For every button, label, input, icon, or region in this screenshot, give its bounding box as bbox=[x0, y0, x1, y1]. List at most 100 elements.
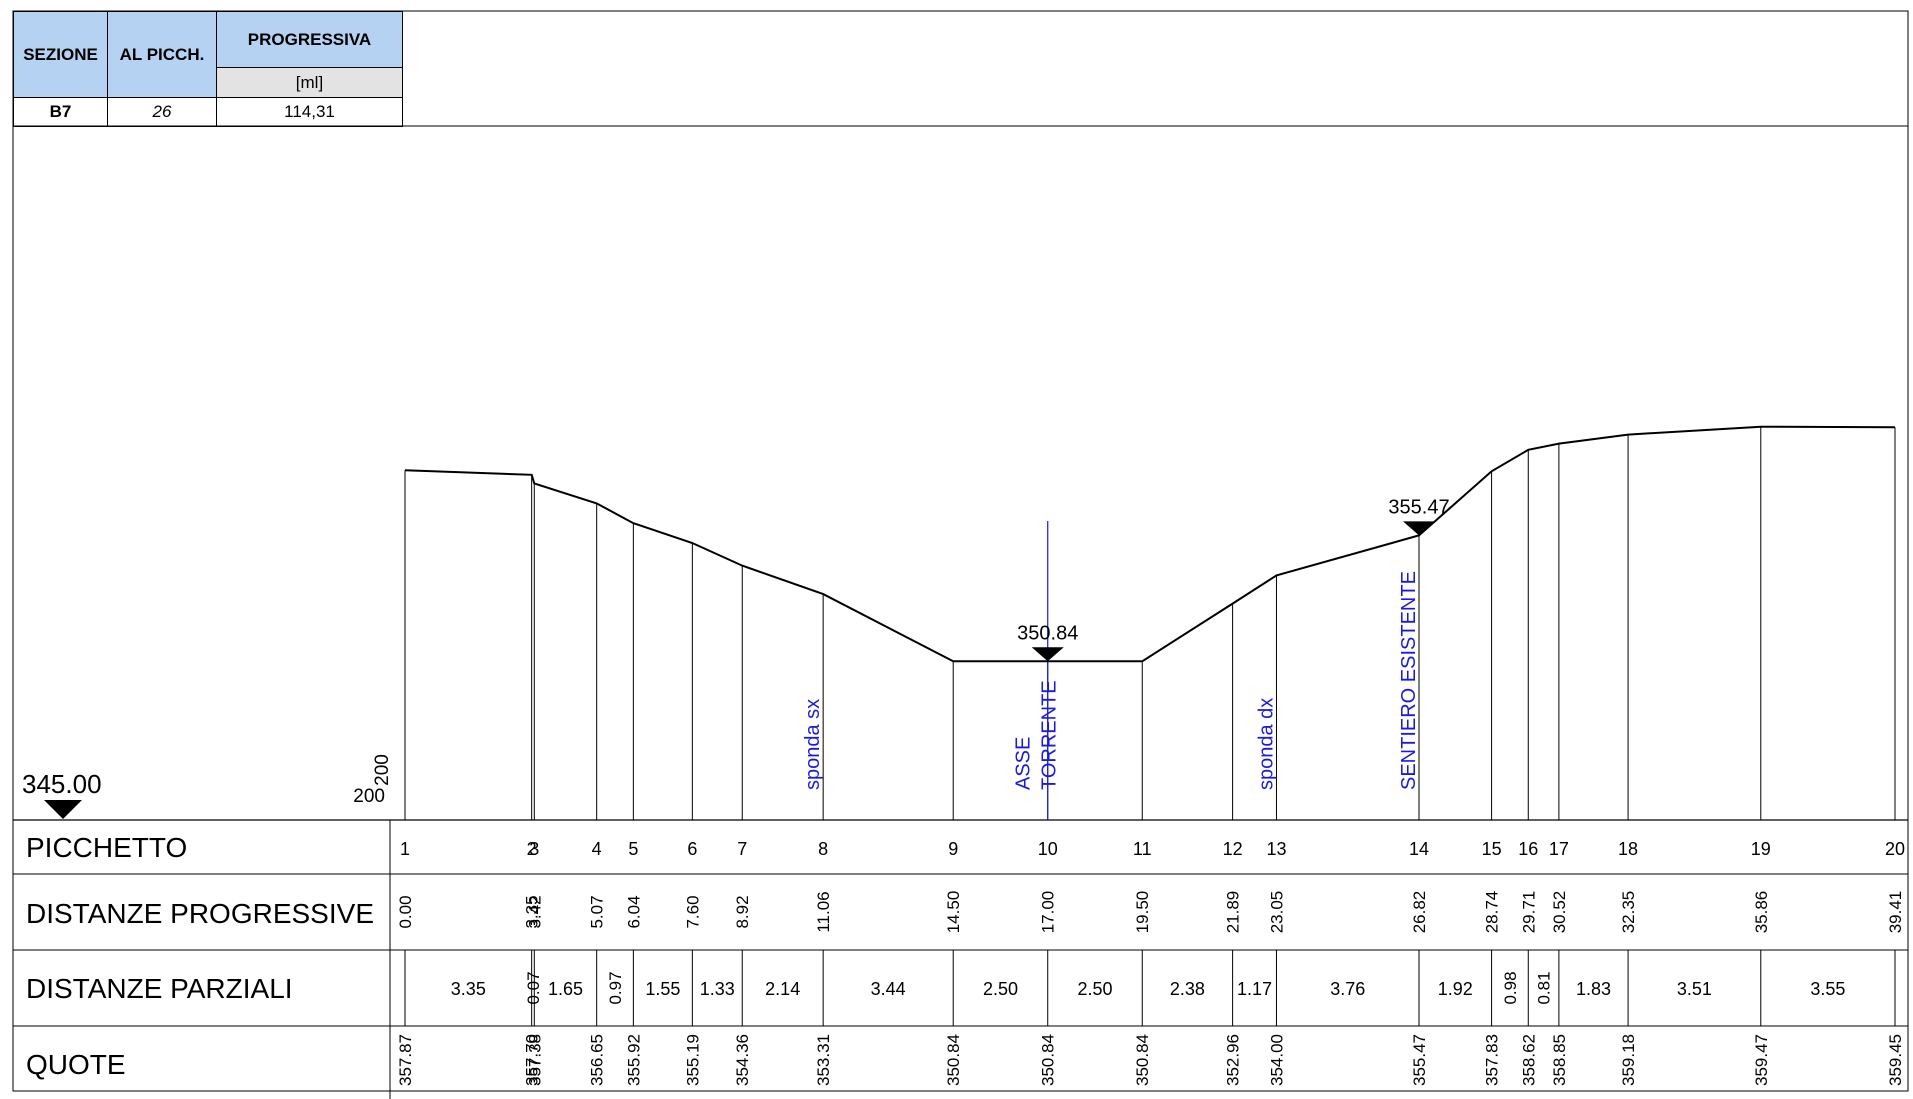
progressive-distance: 23.05 bbox=[1267, 891, 1286, 934]
partial-distance: 1.17 bbox=[1237, 979, 1272, 999]
progressiva-value: 114,31 bbox=[216, 97, 403, 127]
partial-distance: 1.65 bbox=[548, 979, 583, 999]
partial-distance: 1.83 bbox=[1576, 979, 1611, 999]
drawing-frame bbox=[12, 10, 1909, 1092]
progressive-distance: 30.52 bbox=[1550, 891, 1569, 934]
progressiva-unit: [ml] bbox=[216, 67, 403, 98]
partial-distance: 1.55 bbox=[645, 979, 680, 999]
partial-distance: 3.51 bbox=[1677, 979, 1712, 999]
row-label-quote: QUOTE bbox=[26, 1049, 126, 1080]
station-id: 8 bbox=[818, 839, 828, 859]
datum-marker-icon bbox=[44, 800, 82, 819]
quota-value: 354.36 bbox=[733, 1034, 752, 1086]
scale-vertical: 200 bbox=[353, 786, 385, 807]
progressive-distance: 11.06 bbox=[814, 891, 833, 932]
station-id: 16 bbox=[1518, 839, 1538, 859]
quota-value: 352.96 bbox=[1224, 1034, 1243, 1086]
station-id: 14 bbox=[1409, 839, 1429, 859]
station-id: 11 bbox=[1133, 839, 1152, 859]
quota-value: 357.70 bbox=[523, 1034, 542, 1086]
station-id: 7 bbox=[737, 839, 747, 859]
row-label-progressive: DISTANZE PROGRESSIVE bbox=[26, 898, 374, 929]
partial-distance: 1.92 bbox=[1438, 979, 1473, 999]
station-id: 17 bbox=[1549, 839, 1569, 859]
station-table-layer: 1 0.00 357.87 2 3.35 357.70 3 3.42 357.38 4 5.07 35… bbox=[396, 839, 1905, 1086]
quota-value: 359.45 bbox=[1886, 1034, 1905, 1086]
quota-value: 358.85 bbox=[1550, 1034, 1569, 1086]
progressive-distance: 26.82 bbox=[1410, 891, 1429, 934]
annotation-label: sponda sx bbox=[802, 699, 824, 790]
station-id: 6 bbox=[687, 839, 697, 859]
quota-value: 357.83 bbox=[1483, 1034, 1502, 1086]
progressive-distance: 3.42 bbox=[525, 895, 544, 928]
partial-distance: 2.50 bbox=[1077, 979, 1112, 999]
station-id: 19 bbox=[1751, 839, 1771, 859]
partial-distance: 0.98 bbox=[1501, 971, 1520, 1004]
level-marker-icon bbox=[1403, 521, 1436, 536]
partial-distance: 0.97 bbox=[606, 971, 625, 1004]
quota-value: 354.00 bbox=[1267, 1034, 1286, 1086]
progressive-distance: 32.35 bbox=[1619, 891, 1638, 934]
quota-value: 350.84 bbox=[944, 1034, 963, 1086]
progressive-distance: 6.04 bbox=[624, 895, 643, 928]
row-label-parziali: DISTANZE PARZIALI bbox=[26, 973, 293, 1004]
col-sezione-header: SEZIONE bbox=[13, 11, 108, 98]
station-id: 18 bbox=[1618, 839, 1638, 859]
station-id: 4 bbox=[592, 839, 602, 859]
datum-label: 345.00 bbox=[22, 769, 102, 799]
station-id: 15 bbox=[1482, 839, 1502, 859]
progressive-distance: 8.92 bbox=[733, 895, 752, 928]
progressive-distance: 17.00 bbox=[1039, 891, 1058, 934]
partial-distance: 1.33 bbox=[700, 979, 735, 999]
partial-distance: 0.07 bbox=[524, 971, 543, 1004]
partial-distance: 2.38 bbox=[1170, 979, 1205, 999]
station-id: 10 bbox=[1038, 839, 1058, 859]
annotation-label: sponda dx bbox=[1255, 698, 1277, 790]
station-id: 2 bbox=[527, 839, 537, 859]
quota-value: 350.84 bbox=[1133, 1034, 1152, 1086]
quota-value: 358.62 bbox=[1519, 1034, 1538, 1086]
sezione-value: B7 bbox=[13, 97, 108, 127]
progressive-distance: 0.00 bbox=[396, 895, 415, 928]
progressive-distance: 14.50 bbox=[944, 891, 963, 934]
quota-value: 357.87 bbox=[396, 1034, 415, 1086]
annotation-label: ASSE bbox=[1013, 737, 1035, 790]
progressive-distance: 7.60 bbox=[683, 895, 702, 928]
scale-horizontal: 200 bbox=[372, 754, 393, 786]
progressive-distance: 28.74 bbox=[1483, 891, 1502, 934]
quota-value: 353.31 bbox=[814, 1034, 833, 1086]
al-picch-value: 26 bbox=[107, 97, 217, 127]
quota-value: 357.38 bbox=[525, 1034, 544, 1086]
level-marker-label: 355.47 bbox=[1388, 496, 1449, 518]
progressive-distance: 21.89 bbox=[1224, 891, 1243, 934]
row-label-picchetto: PICCHETTO bbox=[26, 832, 187, 863]
progressive-distance: 3.35 bbox=[523, 895, 542, 928]
quota-value: 350.84 bbox=[1039, 1034, 1058, 1086]
terrain-profile-layer bbox=[404, 425, 1896, 663]
progressive-distance: 29.71 bbox=[1519, 891, 1538, 934]
progressive-distance: 39.41 bbox=[1886, 891, 1905, 934]
quota-value: 355.92 bbox=[624, 1034, 643, 1086]
station-id: 9 bbox=[948, 839, 958, 859]
annotation-layer: sponda sx ASSE TORRENTE sponda dx SENTIERO E… bbox=[802, 521, 1420, 820]
station-id: 12 bbox=[1223, 839, 1243, 859]
station-id: 1 bbox=[400, 839, 410, 859]
quota-value: 355.47 bbox=[1410, 1034, 1429, 1086]
level-marker-label: 350.84 bbox=[1017, 622, 1078, 644]
station-id: 20 bbox=[1885, 839, 1905, 859]
annotation-label: TORRENTE bbox=[1039, 680, 1061, 790]
progressive-distance: 5.07 bbox=[588, 895, 607, 928]
partial-distance: 0.81 bbox=[1535, 971, 1554, 1004]
partial-distance: 3.76 bbox=[1330, 979, 1365, 999]
annotation-label: SENTIERO ESISTENTE bbox=[1398, 571, 1420, 790]
partial-distance: 3.55 bbox=[1810, 979, 1845, 999]
progressive-distance: 35.86 bbox=[1752, 891, 1771, 934]
station-id: 13 bbox=[1266, 839, 1286, 859]
terrain-profile-line bbox=[404, 425, 1896, 663]
level-marker-layer: 350.84 355.47 bbox=[1017, 496, 1450, 662]
quota-value: 359.47 bbox=[1752, 1034, 1771, 1086]
station-verticals bbox=[404, 426, 1896, 820]
quota-value: 359.18 bbox=[1619, 1034, 1638, 1086]
station-id: 3 bbox=[529, 839, 539, 859]
